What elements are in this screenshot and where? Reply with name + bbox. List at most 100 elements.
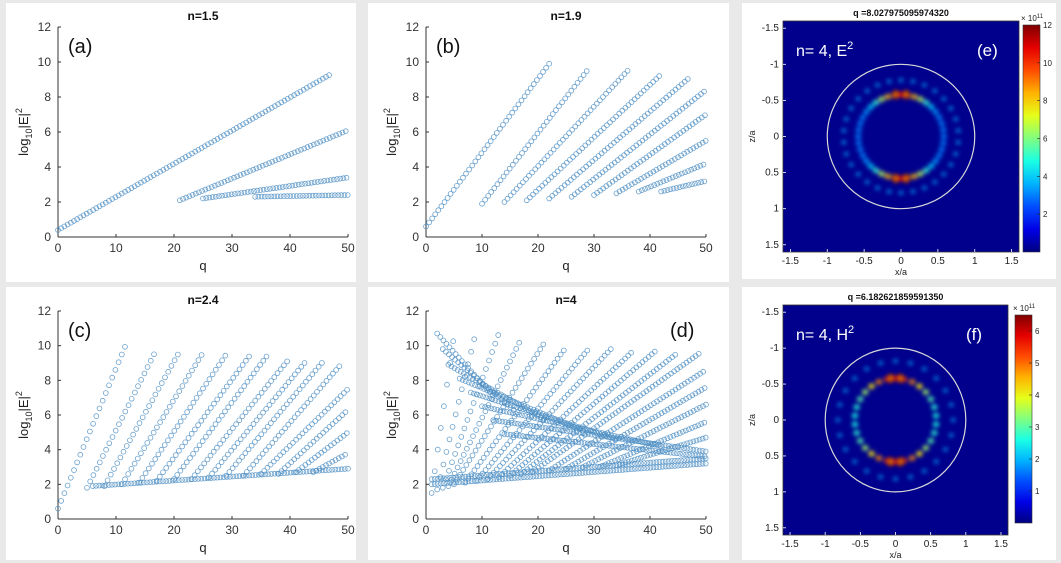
scatter-series xyxy=(546,76,691,202)
scatter-point xyxy=(263,186,270,193)
x-tick-label: 0.5 xyxy=(931,256,945,267)
scatter-point xyxy=(510,352,516,358)
scatter-point xyxy=(700,403,706,409)
scatter-point xyxy=(585,469,592,476)
scatter-point xyxy=(220,474,227,481)
scatter-point xyxy=(190,451,196,457)
scatter-point xyxy=(533,439,539,446)
scatter-point xyxy=(650,464,657,471)
scatter-point xyxy=(590,449,597,456)
scatter-point xyxy=(138,179,144,186)
scatter-point xyxy=(602,391,609,397)
scatter-point xyxy=(321,178,328,184)
scatter-point xyxy=(630,445,637,452)
scatter-point xyxy=(647,108,654,114)
scatter-point xyxy=(487,446,493,453)
scatter-point xyxy=(647,465,654,471)
scatter-point xyxy=(595,432,601,439)
scatter-point xyxy=(595,463,601,470)
field-lobe xyxy=(878,171,885,177)
scatter-point xyxy=(695,351,702,357)
scatter-point xyxy=(579,470,586,476)
scatter-point xyxy=(687,456,694,463)
scatter-point xyxy=(179,477,185,483)
scatter-point xyxy=(103,390,109,396)
scatter-point xyxy=(90,472,97,478)
scatter-point xyxy=(500,122,506,128)
field-lobe xyxy=(908,455,916,461)
scatter-point xyxy=(510,189,517,196)
scatter-point xyxy=(663,177,670,183)
scatter-point xyxy=(622,461,629,468)
x-tick-label: -0.5 xyxy=(852,539,870,550)
scatter-point xyxy=(80,212,87,219)
field-lobe xyxy=(884,93,891,100)
scatter-point xyxy=(297,88,304,95)
scatter-point xyxy=(605,388,612,394)
y-axis-label: log10|E|2 xyxy=(14,108,34,156)
scatter-point xyxy=(212,421,219,427)
scatter-point xyxy=(699,448,706,454)
scatter-point xyxy=(195,147,202,153)
scatter-point xyxy=(469,381,475,387)
scatter-point xyxy=(295,367,301,374)
scatter-point xyxy=(277,366,284,372)
scatter-point xyxy=(519,462,526,468)
scatter-point xyxy=(519,150,525,156)
scatter-point xyxy=(578,117,585,123)
scatter-point xyxy=(543,65,549,71)
scatter-point xyxy=(505,470,512,477)
scatter-series xyxy=(171,353,270,482)
scatter-point xyxy=(641,439,647,446)
scatter-point xyxy=(514,404,520,411)
scatter-point xyxy=(693,456,700,462)
y-tick-label: 0 xyxy=(44,230,51,244)
scatter-point xyxy=(287,469,294,476)
scatter-point xyxy=(290,193,297,199)
scatter-point xyxy=(497,177,504,184)
scatter-point xyxy=(507,432,514,438)
field-lobe xyxy=(857,120,864,127)
scatter-point xyxy=(342,451,348,458)
x-tick-label: 40 xyxy=(283,241,297,255)
scatter-point xyxy=(699,139,706,146)
scatter-point xyxy=(319,464,326,470)
scatter-point xyxy=(574,171,580,178)
scatter-point xyxy=(651,400,657,407)
scatter-point xyxy=(590,441,597,447)
scatter-point xyxy=(630,426,637,433)
scatter-point xyxy=(509,109,516,116)
scatter-point xyxy=(560,136,566,143)
scatter-point xyxy=(306,468,313,475)
scatter-point xyxy=(292,371,298,378)
scatter-point xyxy=(444,480,450,487)
scatter-point xyxy=(497,126,503,132)
scatter-point xyxy=(268,471,275,477)
scatter-point xyxy=(622,355,628,362)
scatter-point xyxy=(225,451,231,458)
y-tick-label: -1 xyxy=(770,343,779,354)
scatter-point xyxy=(314,179,321,185)
scatter-point xyxy=(556,103,562,109)
colorbar-exponent: × 1011 xyxy=(1021,14,1044,23)
scatter-point xyxy=(144,440,151,446)
scatter-point xyxy=(518,97,525,104)
scatter-point xyxy=(661,188,668,194)
scatter-point xyxy=(483,366,489,372)
scatter-point xyxy=(543,119,550,125)
scatter-point xyxy=(251,188,257,194)
scatter-point xyxy=(329,467,335,473)
scatter-point xyxy=(581,113,588,120)
scatter-point xyxy=(482,408,489,415)
scatter-point xyxy=(128,396,135,402)
scatter-point xyxy=(446,468,452,474)
scatter-point xyxy=(341,192,348,198)
x-tick-label: 0 xyxy=(55,241,62,255)
scatter-point xyxy=(690,446,697,453)
scatter-point xyxy=(232,191,238,197)
scatter-point xyxy=(249,116,256,122)
scatter-point xyxy=(272,157,279,164)
field-lobe xyxy=(856,396,864,402)
field-lobe-outer xyxy=(933,459,939,464)
scatter-point xyxy=(647,459,654,466)
